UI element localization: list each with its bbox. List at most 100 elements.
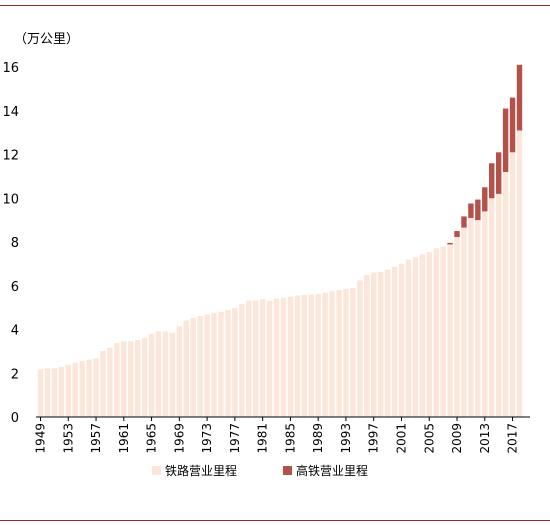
bar-conventional [343,288,349,417]
bar-conventional [273,298,280,417]
bars [37,64,523,418]
bar-conventional [65,364,71,417]
bar-conventional [148,333,155,418]
bar-conventional [516,130,523,417]
bar-conventional [433,248,439,417]
bar-conventional [398,263,405,417]
bar-conventional [79,361,85,417]
x-tick-label: 1969 [172,423,186,454]
bar-conventional [232,307,238,417]
bar-conventional [440,246,446,418]
bar-conventional [246,300,252,418]
y-tick-label: 2 [11,367,19,382]
bar-conventional [134,340,141,417]
x-tick-label: 2001 [394,423,408,454]
bar-conventional [114,343,120,417]
bar-conventional [468,217,474,417]
x-tick-label: 1997 [367,423,381,454]
bar-conventional [419,254,426,417]
bar-conventional [489,198,495,417]
legend-swatch-high-speed [283,466,292,475]
bar-conventional [141,338,148,417]
bar-conventional [391,266,398,417]
bar-conventional [502,172,509,417]
bar-conventional [169,332,176,417]
bottom-rule [0,520,550,521]
x-tick-label: 2017 [506,423,520,454]
bar-conventional [197,315,203,417]
bar-conventional [225,310,231,417]
y-tick-label: 12 [2,149,19,164]
bar-conventional [121,341,127,417]
x-tick-label: 1949 [34,423,48,454]
x-tick-label: 1953 [61,423,75,454]
bar-conventional [58,366,65,417]
x-tick-label: 1985 [283,423,297,454]
bar-conventional [482,211,488,418]
bar-conventional [37,369,44,417]
y-axis-ticks: 0 2 4 6 8 10 12 14 16 [2,61,19,426]
bar-conventional [190,318,196,418]
legend-label-high-speed: 高铁营业里程 [296,463,368,478]
bar-high-speed [489,163,495,199]
y-tick-label: 6 [11,280,19,295]
bar-conventional [509,152,516,417]
bar-conventional [155,331,162,417]
x-axis-ticks: 1949 1953 1957 1961 1965 1969 1973 1977 1981 1985… [34,417,520,454]
x-tick-label: 1973 [200,423,214,454]
x-tick-label: 2013 [478,423,492,454]
bar-conventional [350,287,356,417]
y-tick-label: 16 [2,61,19,76]
bar-conventional [384,269,391,417]
legend-swatch-conventional [152,466,161,475]
bar-conventional [475,220,481,418]
bar-conventional [128,341,134,417]
bar-conventional [259,299,266,417]
x-tick-label: 1993 [339,423,353,454]
bar-conventional [266,300,273,417]
bar-high-speed [495,152,502,194]
bar-high-speed [475,199,481,221]
bar-conventional [322,292,328,417]
bar-high-speed [447,242,453,245]
bar-high-speed [509,97,516,153]
bar-conventional [211,312,217,418]
bar-high-speed [468,203,474,218]
bar-conventional [377,271,384,417]
bar-conventional [183,320,189,417]
legend: 铁路营业里程 高铁营业里程 [152,463,368,478]
bar-conventional [426,252,432,417]
bar-conventional [93,358,99,417]
bar-conventional [162,331,169,417]
bar-conventional [357,280,363,417]
y-tick-label: 8 [11,236,19,251]
y-tick-label: 4 [11,324,19,339]
bar-conventional [294,295,301,417]
x-tick-label: 1989 [311,423,325,454]
bar-conventional [405,259,412,417]
bar-conventional [371,272,377,418]
bar-conventional [308,294,314,417]
y-unit-label: （万公里） [14,32,79,47]
y-tick-label: 10 [2,192,19,207]
x-tick-label: 1965 [145,423,159,454]
bar-conventional [315,294,321,417]
bar-conventional [447,244,453,417]
bar-conventional [100,350,106,417]
x-tick-label: 1961 [117,423,131,454]
bar-high-speed [454,231,460,237]
bar-conventional [329,291,335,417]
bar-conventional [336,290,342,418]
bar-conventional [44,368,51,417]
bar-conventional [301,294,307,417]
y-tick-label: 0 [11,411,19,426]
bar-conventional [176,326,183,417]
top-rule [0,5,550,6]
bar-conventional [287,296,294,417]
bar-conventional [218,311,224,417]
bar-high-speed [482,187,488,212]
bar-conventional [364,275,370,417]
x-tick-label: 1977 [228,423,242,454]
bar-conventional [107,347,113,417]
bar-high-speed [502,108,509,172]
